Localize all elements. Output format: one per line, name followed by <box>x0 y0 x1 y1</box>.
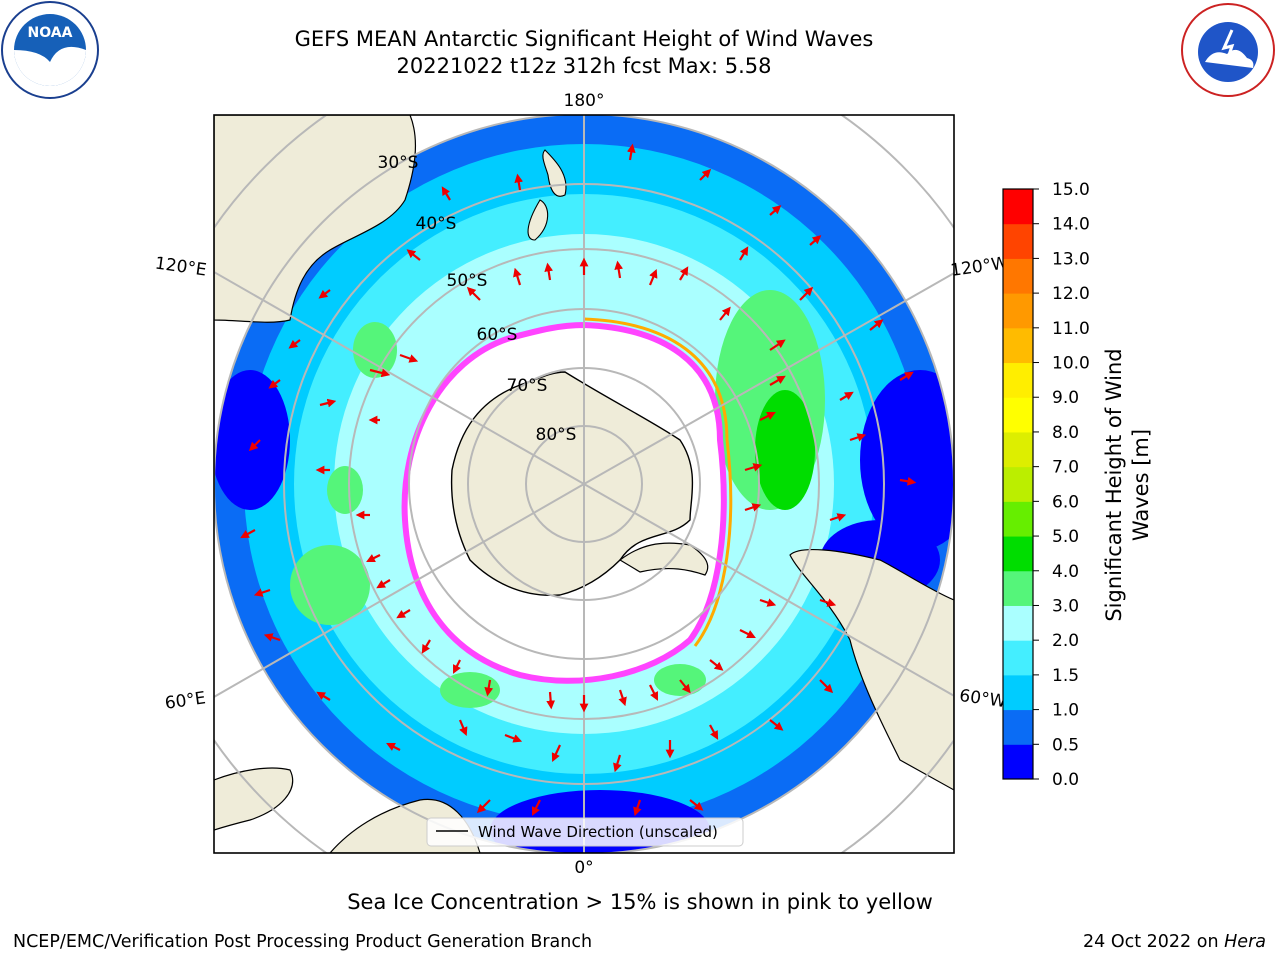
lat-label-70s: 70°S <box>507 376 548 396</box>
colorbar-tick-label: 15.0 <box>1052 180 1090 200</box>
colorbar-swatch <box>1003 362 1033 398</box>
colorbar-swatch <box>1003 709 1033 745</box>
colorbar-label: Significant Height of Wind Waves [m] <box>1102 348 1153 622</box>
map-title: GEFS MEAN Antarctic Significant Height o… <box>294 27 874 51</box>
colorbar-tick-label: 2.0 <box>1052 631 1079 651</box>
noaa-logo-text: NOAA <box>28 25 73 41</box>
colorbar-tick-label: 8.0 <box>1052 423 1079 443</box>
lat-label-80s: 80°S <box>536 425 577 445</box>
lat-label-60s: 60°S <box>477 325 518 345</box>
colorbar-swatch <box>1003 431 1033 468</box>
lat-label-50s: 50°S <box>447 271 488 291</box>
lon-label-0: 0° <box>574 858 593 878</box>
noaa-logo: NOAA <box>1 1 99 99</box>
lon-label-180: 180° <box>564 91 605 111</box>
lat-label-40s: 40°S <box>416 214 457 234</box>
colorbar-tick-label: 13.0 <box>1052 249 1090 269</box>
colorbar-tick-label: 7.0 <box>1052 458 1079 478</box>
colorbar-tick-label: 11.0 <box>1052 319 1090 339</box>
colorbar-swatch <box>1003 501 1033 537</box>
colorbar-tick-label: 1.0 <box>1052 701 1079 721</box>
lon-label-120w: 120°W <box>949 253 1009 281</box>
footer-credit: NCEP/EMC/Verification Post Processing Pr… <box>13 932 593 952</box>
colorbar-swatch <box>1003 258 1033 294</box>
colorbar-swatch <box>1003 605 1033 641</box>
colorbar-tick-label: 1.5 <box>1052 666 1079 686</box>
nws-logo <box>1181 3 1275 97</box>
sea-ice-caption: Sea Ice Concentration > 15% is shown in … <box>347 890 933 914</box>
footer-date-text: 24 Oct 2022 on <box>1083 932 1219 952</box>
lon-label-60e: 60°E <box>164 688 207 713</box>
map-subtitle: 20221022 t12z 312h fcst Max: 5.58 <box>396 54 772 78</box>
colorbar-tick-label: 9.0 <box>1052 388 1079 408</box>
footer-host: Hera <box>1224 932 1266 952</box>
latitude-labels: 30°S 40°S 50°S 60°S 70°S 80°S <box>378 153 577 445</box>
colorbar-swatch <box>1003 223 1033 259</box>
lat-label-30s: 30°S <box>378 153 419 173</box>
wind-wave-arrows <box>240 143 917 817</box>
lon-label-120e: 120°E <box>154 254 208 281</box>
colorbar-swatch <box>1003 397 1033 433</box>
colorbar-swatch <box>1003 570 1033 606</box>
colorbar-tick-label: 0.0 <box>1052 770 1079 790</box>
colorbar-tick-label: 12.0 <box>1052 284 1090 304</box>
colorbar-tick-label: 10.0 <box>1052 354 1090 374</box>
map-frame <box>213 114 955 854</box>
colorbar-tick-label: 6.0 <box>1052 492 1079 512</box>
colorbar-swatch <box>1003 293 1033 329</box>
colorbar-swatch <box>1003 466 1033 502</box>
colorbar-tick-label: 14.0 <box>1052 215 1090 235</box>
colorbar-swatch <box>1003 674 1033 711</box>
lon-label-60w: 60°W <box>958 686 1007 712</box>
legend-label: Wind Wave Direction (unscaled) <box>478 823 718 841</box>
colorbar-swatch <box>1003 640 1033 676</box>
colorbar-tick-label: 0.5 <box>1052 735 1079 755</box>
colorbar-swatch <box>1003 189 1033 225</box>
colorbar: 0.0 0.5 1.0 1.5 2.0 3.0 4.0 5.0 6.0 7.0 8.0 9.0 10.0… <box>1002 180 1090 790</box>
colorbar-swatch <box>1003 327 1033 364</box>
map-legend: Wind Wave Direction (unscaled) <box>426 817 744 847</box>
footer-date: 24 Oct 2022 on Hera <box>1083 932 1266 952</box>
colorbar-tick-label: 4.0 <box>1052 562 1079 582</box>
colorbar-frame <box>1002 188 1034 780</box>
colorbar-swatch <box>1003 744 1033 780</box>
colorbar-tick-label: 5.0 <box>1052 527 1079 547</box>
colorbar-swatch <box>1003 536 1033 572</box>
colorbar-tick-label: 3.0 <box>1052 596 1079 616</box>
